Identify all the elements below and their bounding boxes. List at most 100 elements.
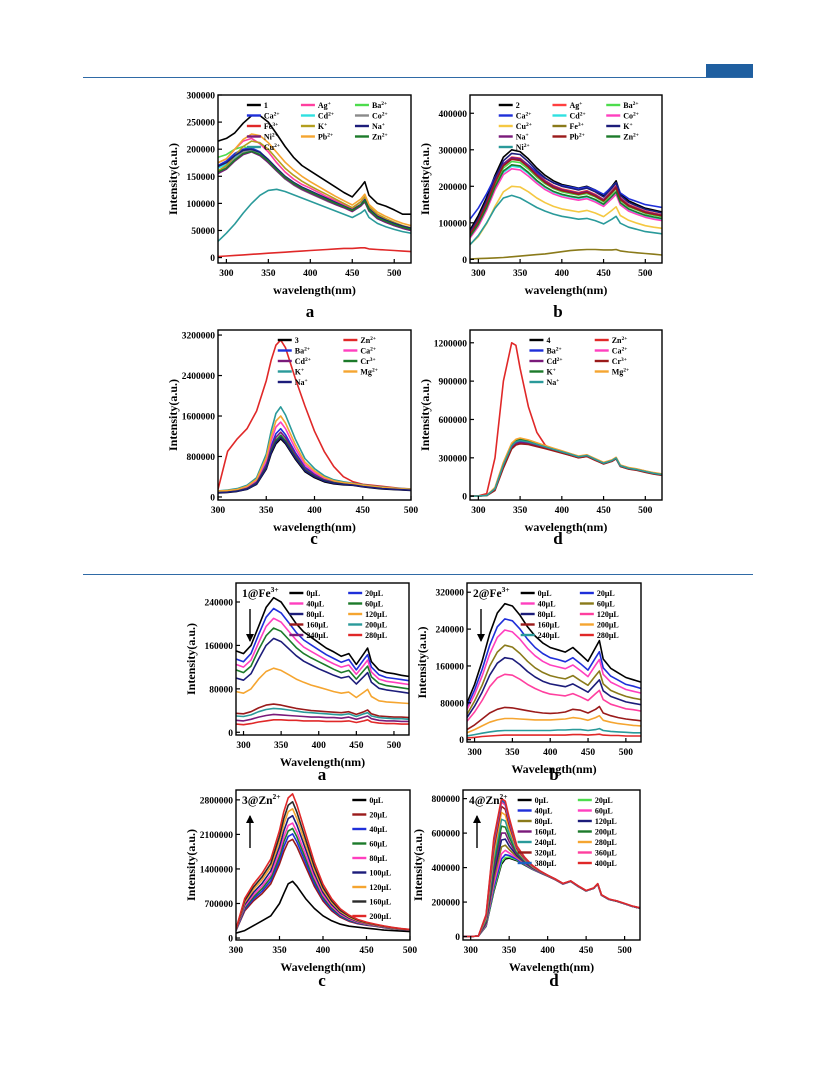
y-tick-label: 700000: [205, 900, 234, 910]
y-axis-label: Intensity(a.u.): [166, 143, 180, 215]
legend-label: 200μL: [595, 828, 617, 837]
legend-label: K+: [318, 122, 327, 131]
series-line-6: [236, 703, 409, 719]
x-tick-label: 300: [467, 748, 482, 758]
legend-label: 2: [516, 101, 520, 110]
x-axis-label: wavelength(nm): [525, 520, 608, 534]
y-tick-label: 600000: [439, 416, 468, 426]
y-tick-label: 150000: [187, 173, 216, 183]
y-tick-label: 1200000: [434, 339, 468, 349]
chart-panel-2d: 300 350 400 450 500 0 200000 400000 600000 800000…: [411, 783, 660, 983]
legend-label: Ni2+: [264, 133, 278, 142]
plot-frame: [469, 94, 663, 264]
legend-label: K+: [295, 368, 304, 377]
y-tick-label: 0: [210, 254, 215, 264]
x-axis-label: Wavelength(nm): [509, 960, 594, 974]
y-tick-label: 0: [462, 493, 467, 503]
legend-label: Na+: [546, 378, 559, 387]
panel-annotation: 1@Fe3+: [242, 585, 279, 600]
series-line-7: [236, 800, 410, 931]
legend-label: 40μL: [306, 600, 324, 609]
arrow-up-icon: [473, 815, 481, 848]
panel-label-2a: a: [317, 765, 327, 784]
y-tick-label: 100000: [187, 200, 216, 210]
chart-panel-2b: 300 350 400 450 500 0 80000 160000 240000 320000 W…: [415, 576, 660, 776]
legend-label: 360μL: [595, 849, 617, 858]
x-axis-label: Wavelength(nm): [280, 755, 365, 769]
series-line-12: [218, 188, 411, 242]
legend-label: Co2+: [623, 112, 639, 121]
y-axis-label: Intensity(a.u.): [184, 829, 198, 901]
series-line-0: [236, 596, 409, 678]
legend-label: Co2+: [372, 112, 388, 121]
legend-label: Ca2+: [612, 347, 628, 356]
legend-label: 120μL: [595, 817, 617, 826]
legend-label: 4: [546, 336, 550, 345]
legend-label: Fe3+: [569, 122, 583, 131]
x-tick-label: 500: [638, 269, 653, 279]
legend-label: Ni2+: [516, 143, 530, 152]
legend-label: 240μL: [535, 838, 557, 847]
legend-label: Ag+: [318, 101, 331, 110]
legend-label: Cu2+: [264, 143, 280, 152]
y-tick-label: 800000: [187, 453, 216, 463]
series-line-8: [470, 152, 662, 233]
series-line-6: [218, 247, 411, 258]
series-line-5: [218, 434, 411, 494]
chart-panel-1d: 300 350 400 450 500 0 300000 600000 900000 120000…: [418, 323, 677, 538]
legend-label: 0μL: [538, 589, 552, 598]
x-axis-label: wavelength(nm): [273, 520, 356, 534]
y-tick-label: 0: [459, 736, 464, 746]
x-tick-label: 500: [387, 269, 402, 279]
x-axis-label: Wavelength(nm): [511, 762, 596, 776]
legend-label: Fe3+: [264, 122, 278, 131]
y-tick-label: 240000: [205, 599, 234, 609]
y-tick-label: 300000: [187, 92, 216, 102]
legend-label: Mg2+: [612, 368, 629, 377]
chart-svg: 300 350 400 450 500 0 800000 1600000 2400000 3200…: [166, 329, 418, 534]
chart-svg: 300 350 400 450 500 0 700000 1400000 2100000 2800…: [184, 789, 417, 974]
x-tick-label: 400: [303, 269, 318, 279]
x-tick-label: 450: [596, 506, 611, 516]
legend-label: 120μL: [369, 883, 391, 892]
legend-label: 160μL: [535, 828, 557, 837]
legend-label: Ba2+: [295, 347, 310, 356]
chart-svg: 300 350 400 450 500 0 50000 100000 150000 200000 2…: [166, 92, 412, 297]
y-tick-label: 300000: [439, 454, 468, 464]
legend-label: 1: [264, 101, 268, 110]
y-tick-label: 240000: [436, 626, 465, 636]
series-line-8: [218, 436, 411, 494]
x-tick-label: 450: [349, 741, 364, 751]
y-tick-label: 200000: [432, 899, 461, 909]
legend-label: 120μL: [365, 610, 387, 619]
x-tick-label: 450: [579, 946, 594, 956]
series-line-1: [218, 339, 411, 490]
y-tick-label: 0: [228, 935, 233, 945]
y-tick-label: 320000: [436, 589, 465, 599]
legend-label: Cr3+: [612, 357, 627, 366]
series-line-4: [236, 637, 409, 694]
panel-label-2b: b: [549, 765, 559, 784]
y-tick-label: 160000: [436, 662, 465, 672]
legend-label: K+: [546, 368, 555, 377]
y-axis-label: Intensity(a.u.): [184, 623, 198, 695]
series-line-13: [463, 797, 640, 938]
series-line-7: [218, 140, 411, 229]
x-tick-label: 300: [229, 946, 244, 956]
y-tick-label: 160000: [205, 642, 234, 652]
legend-label: Ba2+: [623, 101, 638, 110]
y-tick-label: 600000: [432, 830, 461, 840]
plot-frame: [235, 582, 410, 736]
series-line-5: [236, 667, 409, 705]
legend-label: 160μL: [306, 621, 328, 630]
x-axis-label: wavelength(nm): [273, 283, 356, 297]
legend-label: Na+: [295, 378, 308, 387]
legend-label: Cu2+: [516, 122, 532, 131]
legend-label: 20μL: [595, 796, 613, 805]
panel-label-2c: c: [318, 971, 326, 990]
x-tick-label: 300: [211, 506, 226, 516]
plot-frame: [217, 94, 412, 264]
legend-label: 120μL: [597, 610, 619, 619]
legend-label: 380μL: [535, 859, 557, 868]
panel-annotation: 3@Zn2+: [242, 792, 281, 807]
